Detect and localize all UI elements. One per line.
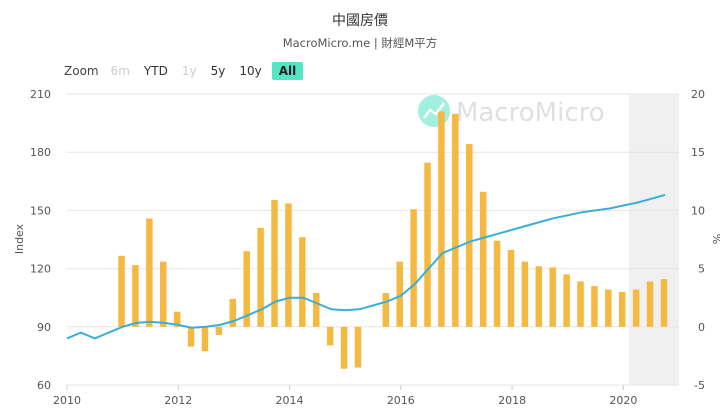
bar bbox=[438, 111, 445, 327]
bar bbox=[605, 289, 612, 327]
bar bbox=[229, 298, 237, 327]
bar bbox=[382, 293, 390, 327]
bar bbox=[257, 227, 264, 327]
bar bbox=[160, 261, 167, 327]
left-tick-label: 210 bbox=[30, 88, 51, 101]
bar bbox=[285, 203, 292, 327]
gridlines bbox=[67, 93, 679, 386]
bar bbox=[313, 293, 320, 327]
bar bbox=[201, 326, 209, 352]
right-tick-label: 10 bbox=[691, 204, 705, 217]
right-tick-label: 15 bbox=[691, 146, 705, 159]
bar bbox=[507, 249, 515, 327]
x-tick-label: 2018 bbox=[498, 394, 526, 407]
bar bbox=[493, 240, 501, 327]
bar bbox=[479, 191, 487, 327]
right-tick-label: 0 bbox=[698, 321, 705, 334]
bar bbox=[396, 261, 403, 327]
bar bbox=[215, 326, 223, 335]
zoom-label: Zoom bbox=[64, 64, 99, 78]
x-tick-label: 2014 bbox=[276, 394, 304, 407]
watermark-logo: MacroMicro bbox=[418, 95, 605, 128]
x-axis-ticks: 2010 2012 2014 2016 2018 2020 bbox=[53, 385, 637, 407]
bar bbox=[118, 255, 125, 327]
bar bbox=[187, 326, 195, 347]
bar bbox=[173, 311, 181, 327]
bar bbox=[132, 265, 139, 327]
zoom-6m-button[interactable]: 6m bbox=[110, 64, 130, 78]
right-axis-label: % bbox=[710, 234, 720, 244]
x-tick-label: 2016 bbox=[387, 394, 415, 407]
left-axis-ticks: 60 90 120 150 180 210 bbox=[30, 88, 51, 392]
bar bbox=[660, 279, 668, 327]
x-tick-label: 2012 bbox=[164, 394, 192, 407]
left-tick-label: 60 bbox=[37, 379, 51, 392]
bar bbox=[410, 209, 417, 327]
bar bbox=[340, 326, 348, 369]
left-tick-label: 90 bbox=[37, 321, 51, 334]
x-tick-label: 2010 bbox=[53, 394, 81, 407]
right-tick-label: -5 bbox=[694, 379, 705, 392]
forecast-shaded-region bbox=[628, 94, 679, 385]
bar bbox=[243, 251, 250, 327]
zoom-all-button[interactable]: All bbox=[271, 62, 304, 80]
right-axis-ticks: -5 0 5 10 15 20 bbox=[691, 88, 705, 392]
bar bbox=[521, 261, 529, 327]
bar bbox=[632, 289, 640, 327]
left-tick-label: 120 bbox=[30, 263, 51, 276]
bar bbox=[299, 237, 306, 327]
x-tick-label: 2020 bbox=[609, 394, 637, 407]
bar-series bbox=[118, 111, 668, 369]
right-tick-label: 20 bbox=[691, 88, 705, 101]
bar bbox=[452, 113, 459, 327]
chart-title: 中國房價 bbox=[332, 13, 388, 29]
bar bbox=[535, 266, 543, 327]
bar bbox=[646, 281, 654, 327]
bar bbox=[146, 218, 153, 327]
bar bbox=[577, 281, 584, 327]
bar bbox=[326, 326, 334, 346]
bar bbox=[619, 291, 626, 327]
zoom-1y-button[interactable]: 1y bbox=[181, 64, 197, 78]
left-tick-label: 180 bbox=[30, 146, 51, 159]
zoom-toolbar: Zoom 6m YTD 1y 5y 10y All bbox=[64, 61, 309, 81]
zoom-5y-button[interactable]: 5y bbox=[210, 64, 226, 78]
zoom-10y-button[interactable]: 10y bbox=[239, 64, 262, 78]
bar bbox=[354, 326, 362, 368]
bar bbox=[563, 274, 570, 327]
right-tick-label: 5 bbox=[698, 263, 705, 276]
bar bbox=[466, 144, 473, 327]
left-tick-label: 150 bbox=[30, 204, 51, 217]
bar bbox=[591, 286, 598, 327]
bar bbox=[271, 199, 278, 327]
bar bbox=[424, 162, 431, 327]
index-line-series bbox=[66, 193, 666, 340]
bar bbox=[549, 267, 556, 327]
chart-subtitle: MacroMicro.me | 財經M平方 bbox=[282, 36, 438, 50]
zoom-ytd-button[interactable]: YTD bbox=[143, 64, 168, 78]
left-axis-label: Index bbox=[13, 223, 26, 254]
watermark-text: MacroMicro bbox=[456, 98, 605, 128]
